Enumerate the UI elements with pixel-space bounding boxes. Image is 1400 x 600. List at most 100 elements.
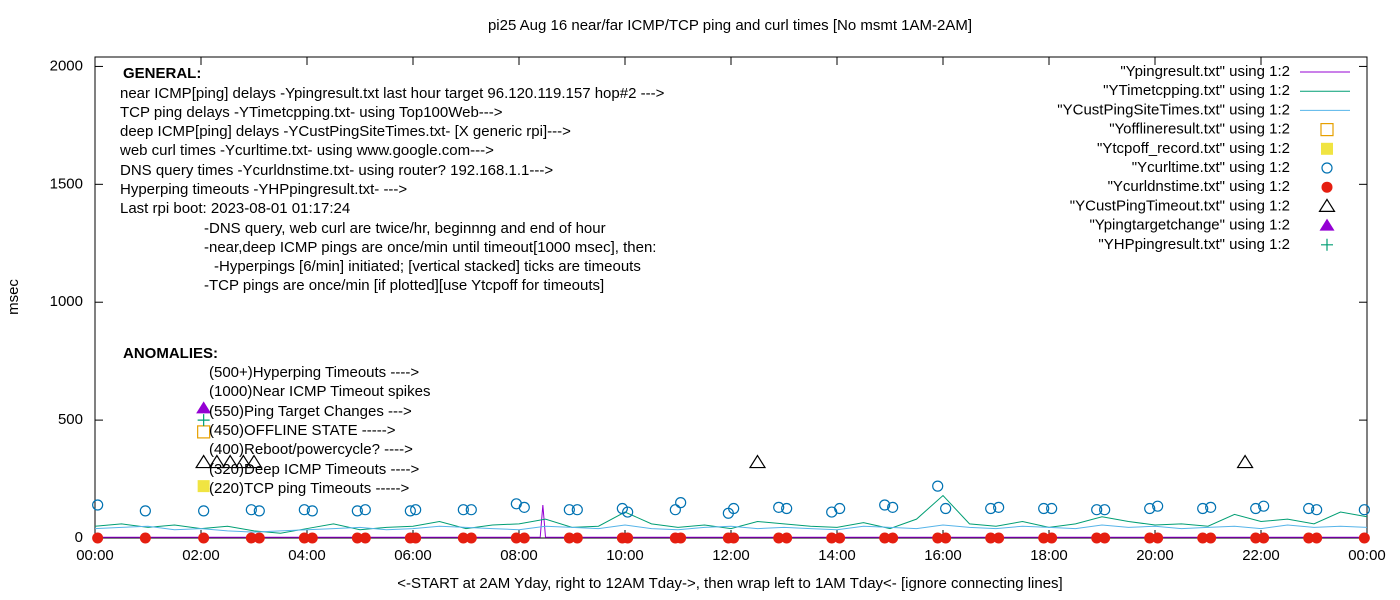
annotation: (1000)Near ICMP Timeout spikes <box>209 383 430 400</box>
point <box>298 532 310 544</box>
legend-label: "YCustPingTimeout.txt" using 1:2 <box>1070 197 1290 214</box>
legend-marker <box>1320 122 1334 137</box>
point <box>197 480 210 493</box>
point <box>1144 532 1156 544</box>
annotation: (500+)Hyperping Timeouts ----> <box>209 364 419 381</box>
legend-label: "YTimetcpping.txt" using 1:2 <box>1103 82 1290 99</box>
point <box>404 505 416 517</box>
point <box>1236 454 1254 469</box>
annotation: (220)TCP ping Timeouts -----> <box>209 480 409 497</box>
x-axis-label: <-START at 2AM Yday, right to 12AM Tday-… <box>397 575 1062 592</box>
y-tick-label: 500 <box>58 411 83 428</box>
point <box>245 532 257 544</box>
point <box>879 499 891 511</box>
y-tick-label: 0 <box>75 529 83 546</box>
point <box>1099 504 1111 516</box>
point <box>1258 532 1270 544</box>
point <box>245 504 257 516</box>
point <box>675 497 687 509</box>
point <box>457 504 469 516</box>
point <box>1250 532 1262 544</box>
point <box>198 505 210 517</box>
point <box>669 504 681 516</box>
x-tick-label: 12:00 <box>712 547 750 564</box>
point <box>208 454 226 469</box>
annotation: (550)Ping Target Changes ---> <box>209 403 412 420</box>
annotation: -DNS query, web curl are twice/hr, begin… <box>204 220 606 237</box>
legend-label: "Ycurltime.txt" using 1:2 <box>1132 159 1290 176</box>
y-tick-label: 1000 <box>50 293 83 310</box>
point <box>571 532 583 544</box>
point <box>1197 532 1209 544</box>
annotation: (450)OFFLINE STATE -----> <box>209 422 396 439</box>
point <box>834 502 846 515</box>
legend-marker <box>1321 238 1333 251</box>
point <box>351 532 363 544</box>
annotation: -TCP pings are once/min [if plotted][use… <box>204 277 604 294</box>
point <box>940 502 952 515</box>
point <box>1038 532 1050 544</box>
point <box>563 504 575 516</box>
point <box>1144 502 1156 515</box>
x-tick-label: 06:00 <box>394 547 432 564</box>
point <box>139 505 151 517</box>
point <box>298 504 310 516</box>
point <box>993 501 1005 513</box>
annotation: deep ICMP[ping] delays -YCustPingSiteTim… <box>120 123 571 140</box>
point <box>1258 500 1270 512</box>
point <box>410 532 422 544</box>
point <box>410 504 422 516</box>
point <box>834 532 846 544</box>
x-tick-label: 16:00 <box>924 547 962 564</box>
point <box>198 532 210 544</box>
point <box>1046 532 1058 544</box>
annotation: DNS query times -Ycurldnstime.txt- using… <box>120 162 553 179</box>
point <box>306 505 318 517</box>
legend-label: "YHPpingresult.txt" using 1:2 <box>1098 236 1290 253</box>
point <box>195 454 213 469</box>
annotation: -Hyperpings [6/min] initiated; [vertical… <box>214 258 641 275</box>
point <box>306 532 318 544</box>
point <box>1303 532 1315 544</box>
legend-marker <box>1318 198 1336 212</box>
point <box>993 532 1005 544</box>
point <box>253 505 265 517</box>
point <box>1358 504 1370 516</box>
point <box>675 532 687 544</box>
point <box>887 501 899 513</box>
x-tick-label: 22:00 <box>1242 547 1280 564</box>
point <box>571 504 583 516</box>
point <box>234 454 252 469</box>
point <box>457 532 469 544</box>
annotation: (400)Reboot/powercycle? ----> <box>209 441 413 458</box>
annotation: -near,deep ICMP pings are once/min until… <box>204 239 656 256</box>
annotation: Last rpi boot: 2023-08-01 01:17:24 <box>120 200 350 217</box>
point <box>879 532 891 544</box>
point <box>728 502 740 515</box>
point <box>1197 502 1209 515</box>
point <box>139 532 151 544</box>
point <box>826 532 838 544</box>
point <box>510 532 522 544</box>
y-tick-label: 1500 <box>50 175 83 192</box>
annotation: web curl times -Ycurltime.txt- using www… <box>119 142 494 159</box>
point <box>1250 502 1262 515</box>
point <box>781 502 793 515</box>
legend-marker <box>1319 218 1335 231</box>
point <box>781 532 793 544</box>
point <box>985 532 997 544</box>
point <box>245 454 263 469</box>
point <box>932 532 944 544</box>
point <box>622 532 634 544</box>
x-tick-label: 10:00 <box>606 547 644 564</box>
x-tick-label: 14:00 <box>818 547 856 564</box>
legend-marker <box>1321 181 1333 193</box>
point <box>773 532 785 544</box>
point <box>92 532 104 544</box>
annotation: Hyperping timeouts -YHPpingresult.txt- -… <box>120 181 407 198</box>
chart-title: pi25 Aug 16 near/far ICMP/TCP ping and c… <box>488 17 972 34</box>
point <box>196 401 212 414</box>
point <box>92 499 104 511</box>
point <box>1152 532 1164 544</box>
